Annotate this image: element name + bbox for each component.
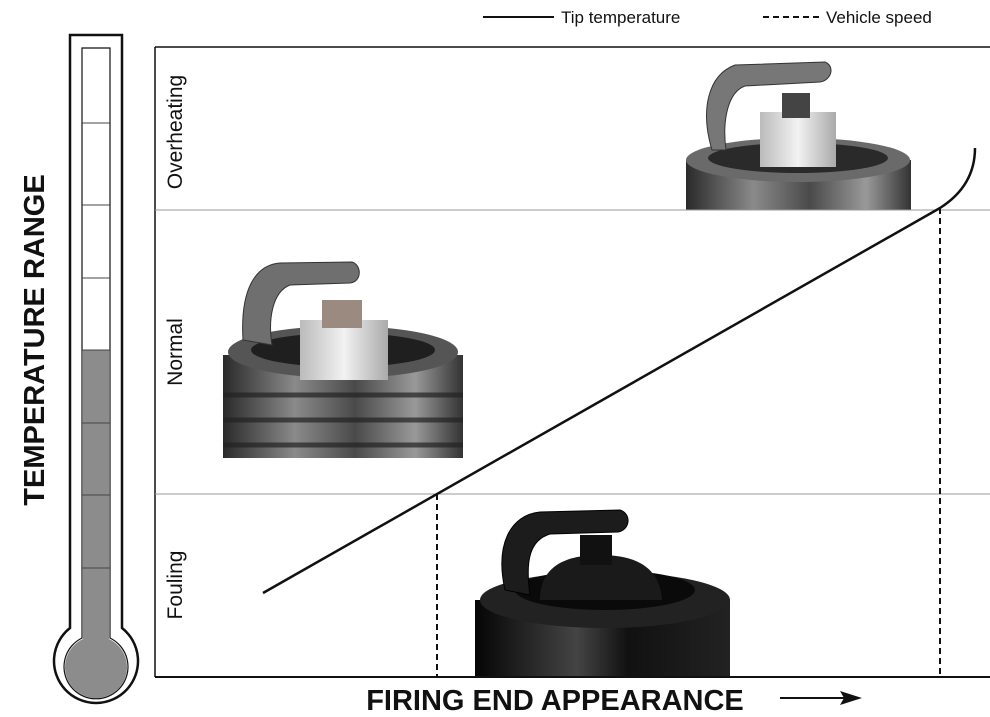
frame	[154, 46, 990, 678]
zone-label: Normal	[164, 318, 187, 386]
x-axis-title: FIRING END APPEARANCE	[366, 685, 744, 717]
plug-overheating	[686, 61, 911, 210]
legend: Tip temperature Vehicle speed	[483, 8, 932, 27]
tip-temperature-line	[262, 147, 977, 595]
legend-label: Tip temperature	[561, 8, 680, 27]
plug-fouling	[475, 509, 730, 677]
zone-label: Overheating	[164, 75, 187, 189]
x-axis-arrow	[780, 691, 862, 705]
thermometer	[52, 33, 140, 705]
zone-label: Fouling	[164, 551, 187, 620]
legend-label: Vehicle speed	[826, 8, 932, 27]
plug-normal	[223, 261, 463, 458]
y-axis-title: TEMPERATURE RANGE	[19, 174, 51, 505]
